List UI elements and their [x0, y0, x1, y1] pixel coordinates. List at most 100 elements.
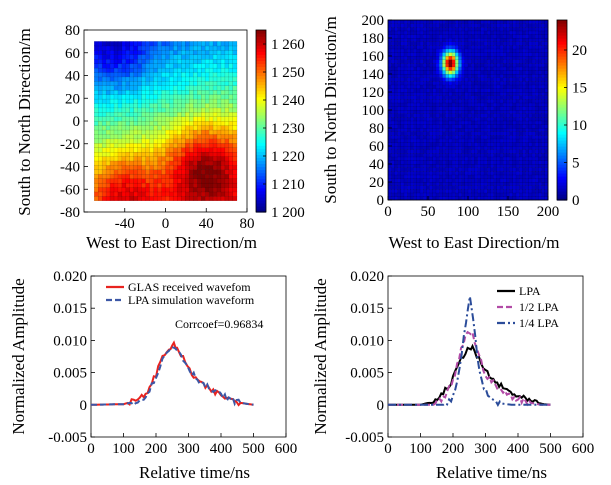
heatmap-cell [228, 112, 234, 117]
heatmap-cell [535, 174, 539, 179]
heatmap-cell [512, 27, 517, 32]
heatmap-cell [400, 63, 405, 68]
y-tick-label: 160 [362, 49, 385, 65]
heatmap-cell [426, 84, 430, 89]
heatmap-cell [528, 106, 533, 111]
heatmap-cell [403, 63, 408, 68]
heatmap-cell [429, 59, 434, 64]
heatmap-cell [232, 156, 238, 162]
heatmap-cell [509, 77, 514, 82]
heatmap-cell [525, 77, 530, 82]
heatmap-cell [435, 153, 440, 158]
heatmap-cell [483, 91, 488, 96]
heatmap-cell [113, 50, 119, 55]
colorbar-segment [557, 47, 567, 51]
heatmap-cell [181, 94, 186, 100]
heatmap-cell [442, 167, 446, 172]
heatmap-cell [506, 34, 510, 39]
heatmap-cell [169, 156, 174, 162]
heatmap-cell [419, 127, 424, 132]
heatmap-cell [410, 73, 414, 78]
heatmap-cell [157, 63, 162, 69]
heatmap-cell [212, 129, 218, 135]
heatmap-cell [137, 196, 143, 201]
heatmap-cell [97, 94, 103, 100]
heatmap-cell [503, 45, 507, 50]
heatmap-cell [442, 131, 446, 136]
heatmap-cell [515, 63, 520, 68]
heatmap-cell [423, 45, 427, 50]
heatmap-cell [129, 187, 135, 193]
heatmap-cell [503, 160, 507, 165]
heatmap-cell [397, 120, 402, 125]
heatmap-cell [232, 196, 238, 201]
heatmap-cell [400, 171, 405, 176]
heatmap-cell [220, 81, 226, 86]
heatmap-cell [471, 124, 475, 129]
heatmap-cell [173, 173, 178, 179]
heatmap-cell [477, 160, 482, 165]
heatmap-cell [445, 88, 450, 93]
heatmap-cell [413, 45, 418, 50]
heatmap-cell [477, 124, 482, 129]
heatmap-cell [391, 127, 395, 132]
heatmap-cell [94, 165, 99, 171]
heatmap-cell [538, 48, 542, 53]
heatmap-cell [400, 45, 405, 50]
heatmap-cell [509, 81, 514, 86]
heatmap-cell [483, 171, 488, 176]
heatmap-cell [515, 189, 520, 194]
heatmap-cell [157, 156, 162, 162]
heatmap-cell [503, 131, 507, 136]
heatmap-cell [189, 151, 194, 157]
heatmap-cell [413, 84, 418, 89]
heatmap-cell [403, 23, 408, 28]
heatmap-cell [483, 34, 488, 39]
heatmap-cell [407, 34, 411, 39]
heatmap-cell [173, 58, 178, 64]
heatmap-cell [224, 58, 230, 64]
heatmap-cell [105, 142, 111, 148]
heatmap-cell [528, 185, 533, 190]
heatmap-cell [181, 182, 186, 188]
heatmap-cell [474, 23, 478, 28]
heatmap-cell [483, 73, 488, 78]
heatmap-cell [522, 131, 526, 136]
heatmap-cell [483, 81, 488, 86]
heatmap-cell [149, 58, 154, 64]
heatmap-cell [471, 163, 475, 168]
heatmap-cell [204, 147, 210, 153]
heatmap-cell [391, 63, 395, 68]
heatmap-cell [208, 76, 214, 82]
heatmap-cell [496, 52, 501, 57]
heatmap-cell [467, 19, 472, 24]
heatmap-cell [157, 169, 162, 175]
heatmap-cell [109, 50, 115, 55]
heatmap-cell [161, 156, 166, 162]
heatmap-cell [232, 112, 238, 117]
heatmap-cell [451, 145, 456, 150]
heatmap-cell [445, 127, 450, 132]
heatmap-cell [448, 91, 453, 96]
heatmap-cell [387, 189, 392, 194]
heatmap-cell [445, 99, 450, 104]
colorbar-tick-label: 1 200 [271, 205, 305, 221]
heatmap-cell [483, 113, 488, 118]
heatmap-cell [97, 107, 103, 113]
heatmap-cell [528, 59, 533, 64]
heatmap-cell [471, 149, 475, 154]
heatmap-cell [503, 41, 507, 46]
heatmap-cell [531, 163, 536, 168]
heatmap-cell [487, 163, 491, 168]
heatmap-cell [535, 27, 539, 32]
heatmap-cell [189, 89, 194, 95]
heatmap-cell [397, 30, 402, 35]
heatmap-cell [535, 34, 539, 39]
heatmap-cell [474, 174, 478, 179]
heatmap-cell [464, 106, 469, 111]
waveform-comparison-panel: 0 100 200 300 400 500 6000.0200.0150.0100.0050… [9, 269, 297, 482]
heatmap-cell [451, 19, 456, 24]
heatmap-cell [394, 117, 398, 122]
heatmap-cell [493, 99, 498, 104]
heatmap-cell [419, 52, 424, 57]
